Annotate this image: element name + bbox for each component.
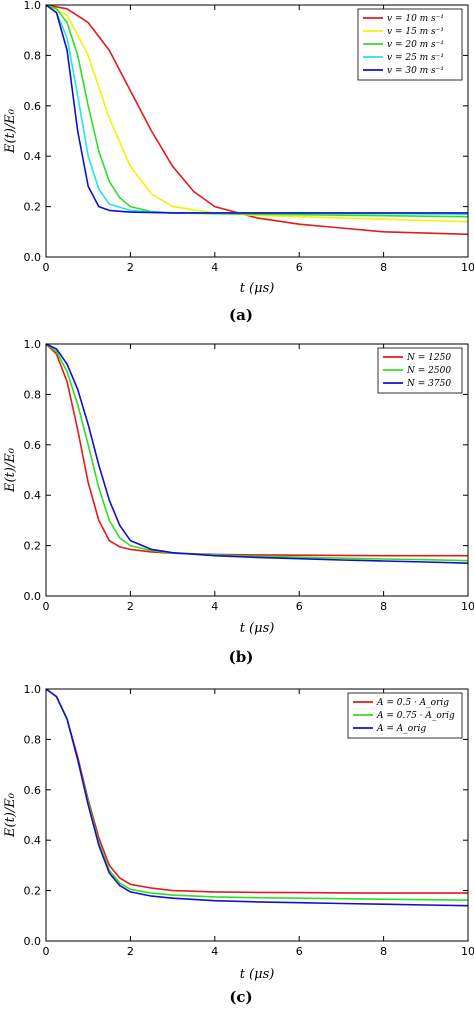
x-tick-label: 8 [380,945,387,958]
legend-label: N = 1250 [406,353,451,363]
series-line-3 [45,688,469,907]
series-line-1 [45,4,469,236]
y-tick-label: 0.6 [24,100,42,113]
panel-caption: (b) [229,648,254,666]
y-tick-label: 0.2 [24,540,42,553]
x-tick-label: 4 [211,945,218,958]
series-line-2 [45,4,469,223]
legend-label: A = 0.5 · A_orig [376,698,449,708]
x-tick-label: 0 [43,261,50,274]
y-axis-label: E(t)/E₀ [3,792,18,838]
legend-label: N = 3750 [406,379,451,389]
y-tick-label: 0.2 [24,201,42,214]
x-tick-label: 2 [127,600,134,613]
x-axis-label: t (μs) [240,967,275,982]
y-tick-label: 0.0 [24,251,42,264]
x-axis-label: t (μs) [240,281,275,296]
x-tick-label: 4 [211,261,218,274]
x-tick-label: 6 [296,945,303,958]
x-tick-label: 0 [43,945,50,958]
series-line-2 [45,343,469,562]
y-tick-label: 1.0 [24,338,42,351]
y-tick-label: 0.8 [24,388,42,401]
series-line-3 [45,4,469,218]
y-tick-label: 1.0 [24,0,42,12]
x-tick-label: 6 [296,261,303,274]
panel-caption: (a) [229,306,253,324]
x-tick-label: 2 [127,945,134,958]
legend-label: v = 10 m s⁻¹ [387,14,444,24]
legend-label: N = 2500 [406,366,451,376]
y-tick-label: 0.8 [24,733,42,746]
legend-label: A = A_orig [376,724,426,734]
series-line-3 [45,343,469,564]
y-tick-label: 0.4 [24,150,42,163]
x-tick-label: 8 [380,261,387,274]
x-tick-label: 10 [461,600,474,613]
panel-b-chart: 0 2 4 6 8 10 0.0 0.2 0.4 0.6 0.8 1.0 t (μs) E(t)/E₀ N … [3,338,474,666]
y-tick-label: 0.6 [24,439,42,452]
y-tick-label: 0.2 [24,885,42,898]
plot-frame [45,343,469,597]
y-tick-label: 0.0 [24,935,42,948]
x-tick-label: 8 [380,600,387,613]
x-tick-label: 0 [43,600,50,613]
y-axis-label: E(t)/E₀ [3,447,18,493]
legend-label: v = 25 m s⁻¹ [387,53,444,63]
x-tick-label: 10 [461,945,474,958]
plot-frame [45,4,469,258]
y-tick-label: 0.0 [24,590,42,603]
panel-c-chart: 0 2 4 6 8 10 0.0 0.2 0.4 0.6 0.8 1.0 t (μs) E(t)/E₀ A … [3,683,474,1006]
series-line-5 [45,4,468,214]
plot-frame [45,688,469,942]
panel-caption: (c) [229,988,252,1006]
x-tick-label: 4 [211,600,218,613]
legend-label: A = 0.75 · A_orig [376,711,455,721]
y-tick-label: 0.4 [24,489,42,502]
x-tick-label: 6 [296,600,303,613]
legend-label: v = 20 m s⁻¹ [387,40,444,50]
series-line-1 [45,343,468,557]
x-axis-label: t (μs) [240,621,275,636]
panel-a-chart: 0 2 4 6 8 10 0.0 0.2 0.4 0.6 0.8 1.0 t (μs) E(t)/E₀ v … [3,0,474,324]
legend-label: v = 15 m s⁻¹ [387,27,444,37]
y-tick-label: 1.0 [24,683,42,696]
y-tick-label: 0.8 [24,49,42,62]
x-tick-label: 10 [461,261,474,274]
y-tick-label: 0.4 [24,834,42,847]
y-axis-label: E(t)/E₀ [3,108,18,154]
y-tick-label: 0.6 [24,784,42,797]
legend-label: v = 30 m s⁻¹ [387,66,444,76]
x-tick-label: 2 [127,261,134,274]
